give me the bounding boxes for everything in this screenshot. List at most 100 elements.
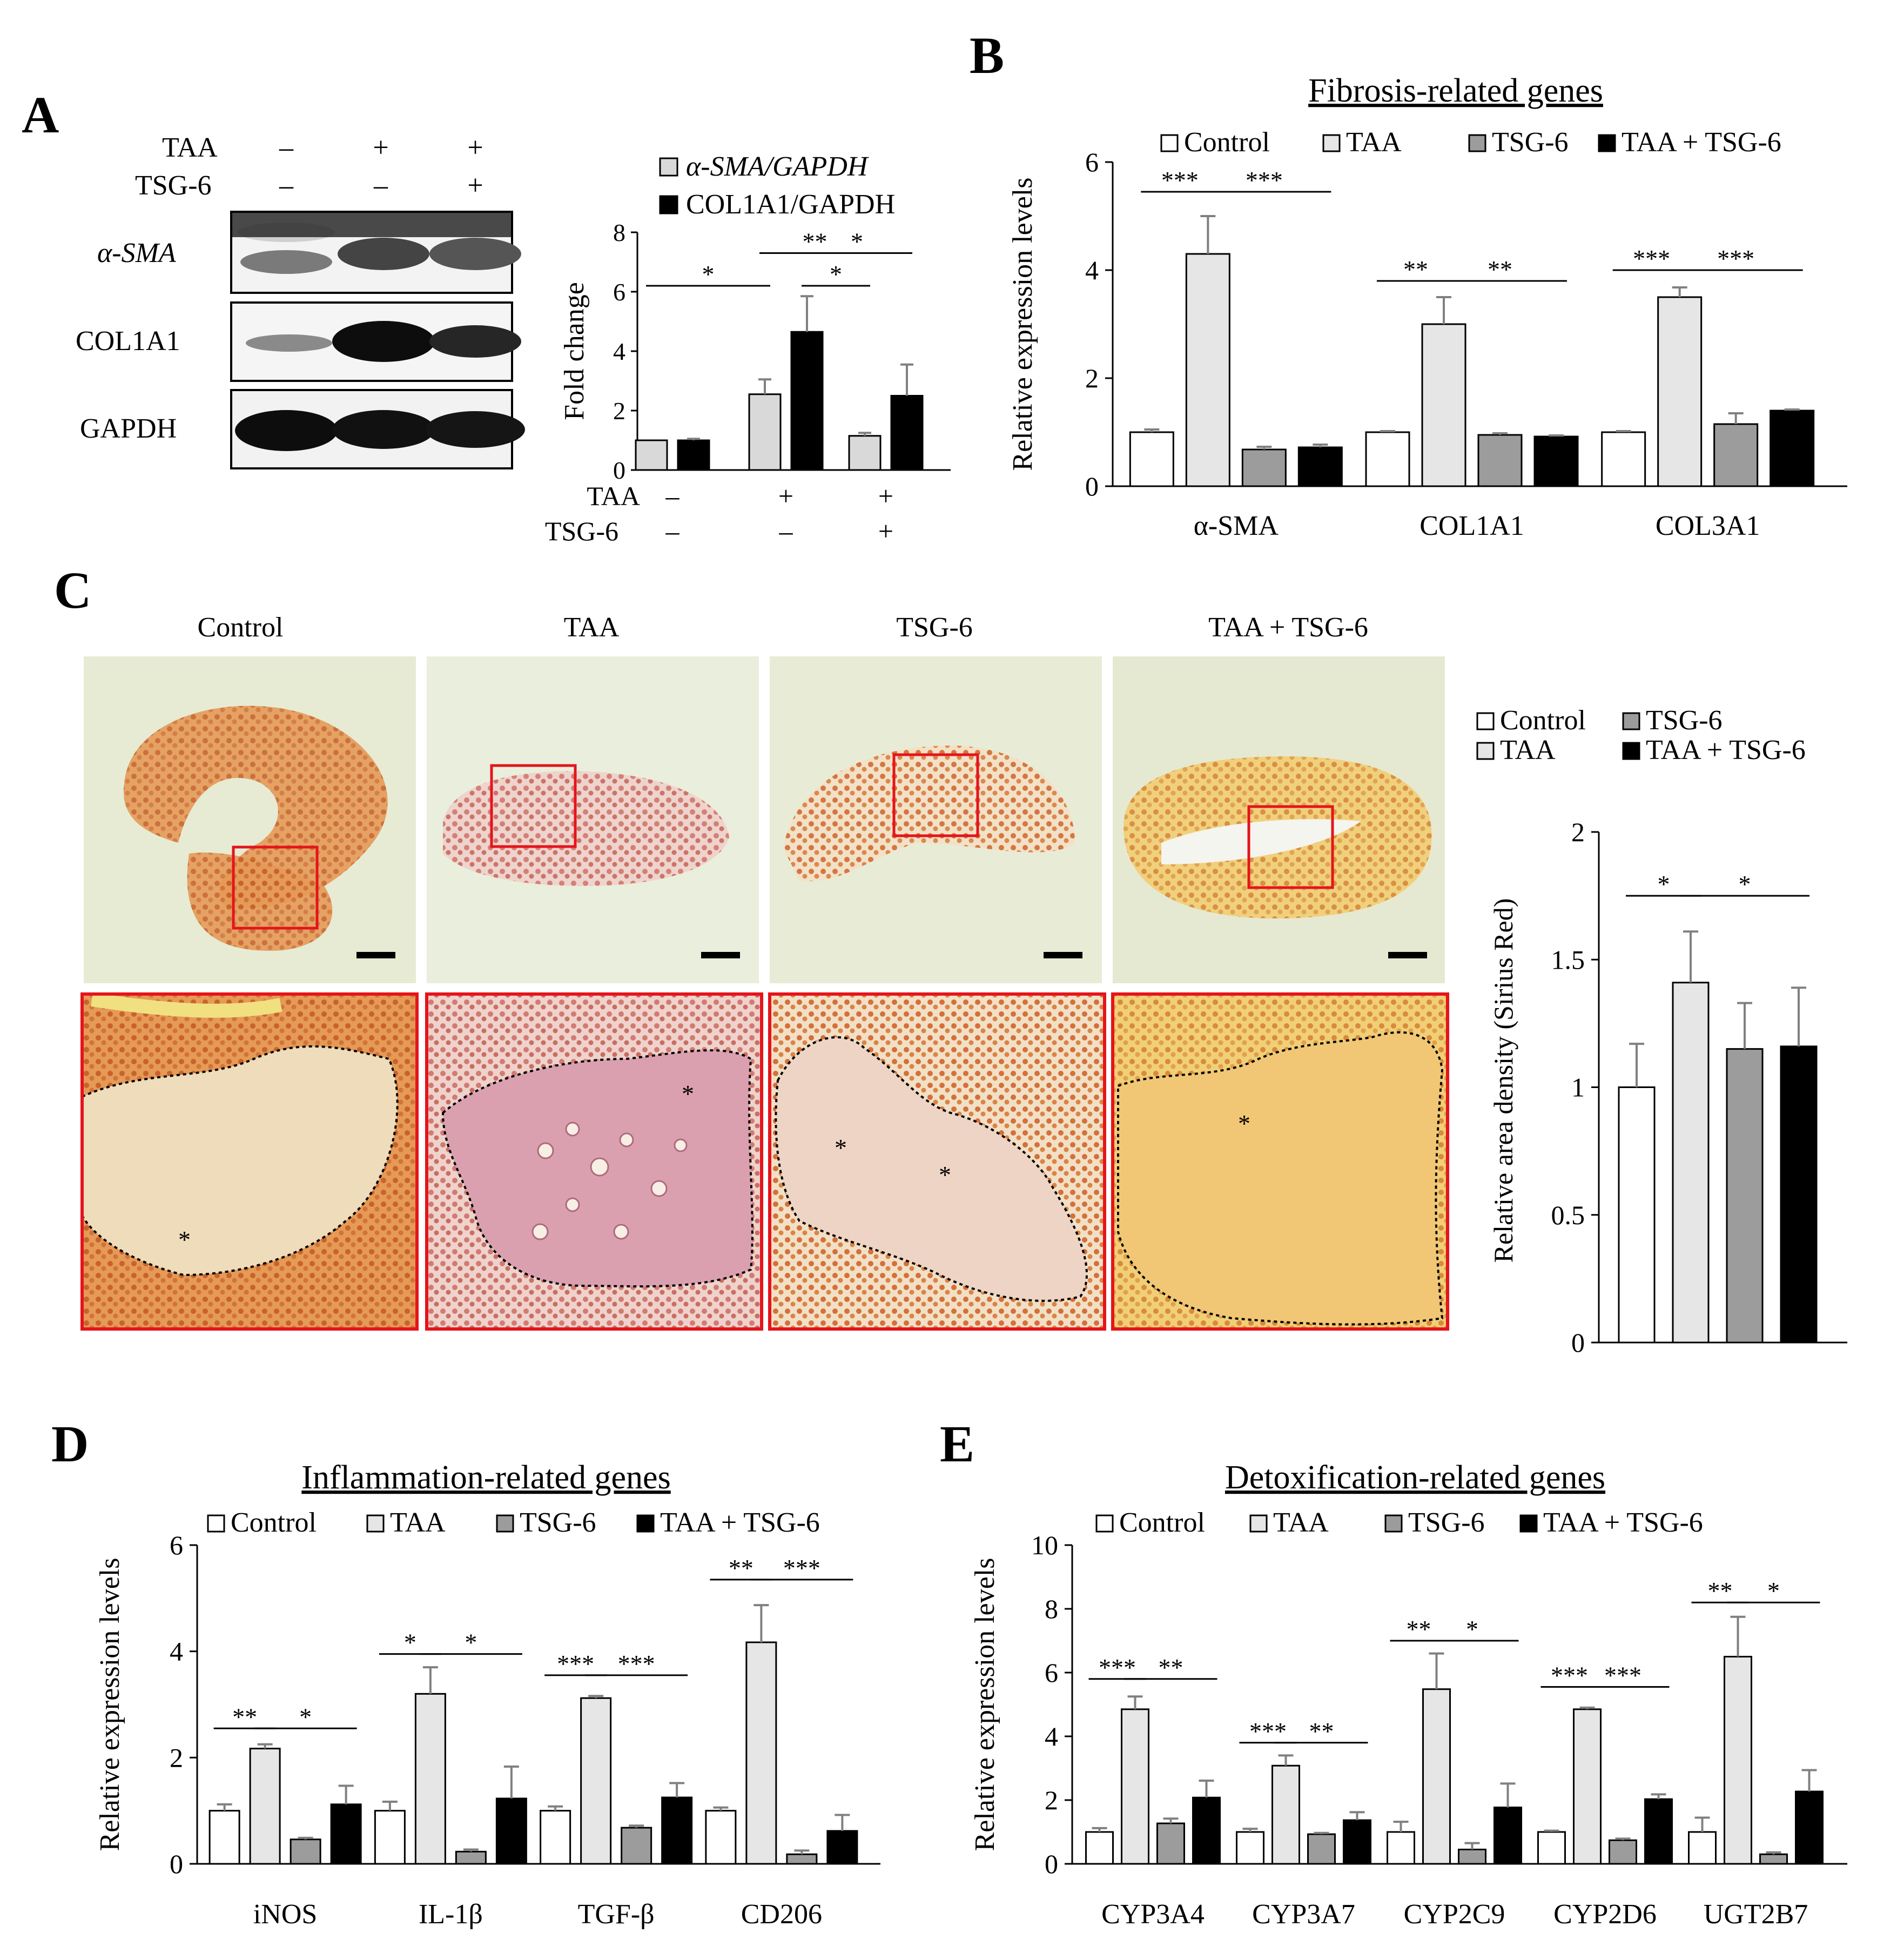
x-taa-sign: – [665, 481, 680, 511]
bar [1387, 1831, 1415, 1865]
x-row-label-taa: TAA [587, 481, 640, 511]
bar [1271, 1764, 1300, 1865]
y-axis-label: Relative expression levels [1007, 178, 1038, 471]
bar [1609, 1839, 1637, 1865]
bar [890, 395, 924, 471]
histology-low-taa-tsg6 [1113, 656, 1445, 983]
y-axis-label: Relative expression levels [970, 1558, 1000, 1851]
bar [1618, 1086, 1656, 1344]
bar [1365, 431, 1410, 487]
bar [1724, 1656, 1752, 1865]
bar [1759, 1853, 1788, 1865]
legend-swatch [207, 1514, 225, 1533]
bar [1241, 448, 1287, 487]
panel-e-letter: E [940, 1415, 974, 1473]
y-tick-label: 0 [1571, 1327, 1585, 1358]
y-tick-label: 0 [170, 1849, 183, 1879]
chart-e-detoxification: 0 2 4 6 8 10 Relative expression levels Detoxif… [970, 1459, 1847, 1930]
bar [374, 1810, 406, 1865]
legend-label: TAA [1273, 1507, 1329, 1538]
y-tick-label: 2 [1085, 363, 1099, 393]
significance-label: * [851, 228, 863, 256]
x-category-label: TGF-β [578, 1899, 655, 1930]
significance-label: * [299, 1703, 312, 1730]
bar [1085, 1831, 1114, 1865]
significance-label: *** [1604, 1662, 1641, 1689]
x-tsg6-sign: – [665, 516, 680, 546]
legend-swatch [1322, 134, 1341, 152]
x-tsg6-sign: + [878, 516, 893, 546]
x-row-label-tsg6: TSG-6 [545, 516, 618, 546]
blot-taa-sign-3: + [467, 132, 483, 163]
bar [1156, 1822, 1185, 1865]
bar [748, 393, 782, 471]
significance-label: ** [1407, 1615, 1431, 1643]
significance-label: ** [803, 228, 828, 256]
histology-asterisk-taa-tsg6: * [1238, 1110, 1250, 1137]
significance-label: * [465, 1629, 477, 1656]
x-category-label: IL-1β [419, 1899, 483, 1930]
significance-label: *** [1246, 166, 1283, 194]
y-tick-label: 0 [1045, 1849, 1058, 1879]
bar [1795, 1790, 1824, 1865]
bar [745, 1641, 777, 1865]
chart-title: Inflammation-related genes [301, 1459, 670, 1496]
bar [1185, 253, 1230, 487]
blot-tsg6-sign-3: + [467, 170, 483, 201]
significance-label: * [702, 260, 715, 288]
bar [414, 1693, 446, 1865]
bar [1780, 1045, 1818, 1344]
chart-title: Detoxification-related genes [1225, 1459, 1605, 1496]
bar [826, 1830, 858, 1865]
x-category-label: CYP2C9 [1404, 1899, 1505, 1930]
y-tick-label: 10 [1031, 1530, 1058, 1560]
legend-swatch [1095, 1514, 1114, 1533]
chart-c-sirius-red: 0 0.5 1 1.5 2 Relative area density (Sirius R… [1476, 705, 1847, 1358]
blot-tsg6-sign-1: – [279, 170, 294, 201]
legend-label: TSG-6 [520, 1507, 596, 1538]
bar [1657, 296, 1703, 487]
significance-label: *** [1551, 1662, 1588, 1689]
bar [290, 1838, 321, 1865]
bar [1573, 1708, 1602, 1865]
y-tick-label: 0 [1085, 471, 1099, 501]
legend-label: Control [1184, 127, 1270, 158]
blot-tsg6-sign-2: – [373, 170, 388, 201]
x-category-label: CYP3A4 [1101, 1899, 1205, 1930]
bar [1477, 434, 1523, 487]
western-blot-asma [230, 211, 521, 294]
legend-swatch [1160, 134, 1179, 152]
y-tick-label: 6 [1085, 147, 1099, 177]
panel-d-letter: D [51, 1415, 89, 1473]
legend-label: TAA [1346, 127, 1402, 158]
bar [661, 1796, 693, 1865]
y-tick-label: 4 [1085, 255, 1099, 285]
legend-swatch [1468, 134, 1486, 152]
legend-swatch [1519, 1514, 1538, 1533]
chart-d-inflammation: 0 2 4 6 Relative expression levels Inflammati… [95, 1459, 880, 1930]
legend-label: Control [231, 1507, 317, 1538]
histology-high-control: * [80, 992, 419, 1331]
legend-label: Control [1119, 1507, 1205, 1538]
significance-label: *** [1633, 245, 1670, 272]
significance-label: ** [1708, 1577, 1733, 1605]
legend-label: TAA + TSG-6 [660, 1507, 820, 1538]
significance-label: * [1767, 1577, 1780, 1605]
x-category-label: COL3A1 [1656, 511, 1760, 541]
bar [1713, 423, 1759, 487]
y-axis-label: Relative expression levels [95, 1558, 125, 1851]
bar [1644, 1798, 1673, 1865]
significance-label: * [830, 260, 842, 288]
legend-label: TSG-6 [1408, 1507, 1485, 1538]
panel-a-letter: A [22, 86, 59, 144]
legend-label: TAA [390, 1507, 446, 1538]
legend-label: α-SMA/GAPDH [686, 151, 869, 182]
legend-swatch [366, 1514, 385, 1533]
bar [621, 1827, 652, 1865]
legend-label: TAA [1500, 735, 1556, 766]
bar [540, 1810, 571, 1865]
x-tsg6-sign: – [779, 516, 793, 546]
y-tick-label: 4 [1045, 1721, 1058, 1751]
bar [848, 435, 882, 471]
bar [249, 1748, 281, 1865]
